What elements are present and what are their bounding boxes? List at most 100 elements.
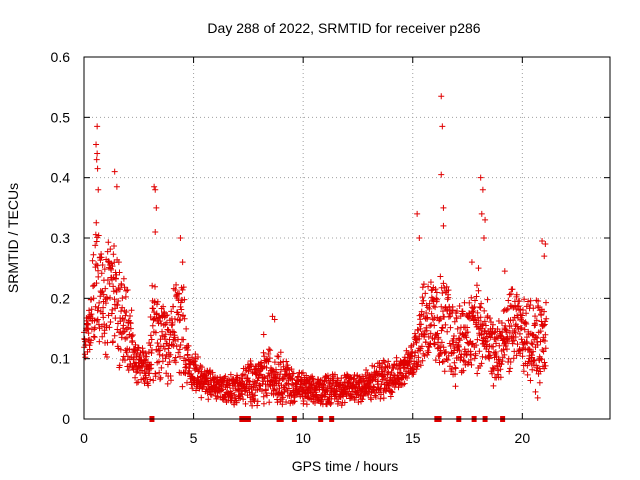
- data-point: [371, 363, 378, 370]
- data-point: [444, 357, 451, 364]
- data-point: [239, 391, 246, 398]
- data-point: [145, 349, 152, 356]
- data-point: [473, 342, 480, 349]
- data-point: [439, 290, 446, 297]
- data-point: [404, 375, 411, 382]
- data-point: [164, 326, 171, 333]
- data-point: [408, 350, 415, 357]
- data-point: [85, 321, 92, 328]
- data-point: [503, 346, 510, 353]
- data-point: [504, 305, 511, 312]
- data-point: [290, 370, 297, 377]
- data-point: [105, 239, 112, 246]
- y-tick-label: 0.5: [51, 109, 71, 125]
- data-point: [115, 298, 122, 305]
- data-point: [91, 324, 98, 331]
- data-point: [501, 268, 508, 275]
- data-point: [254, 402, 261, 409]
- data-point: [267, 347, 274, 354]
- data-point: [95, 232, 102, 239]
- data-point: [507, 358, 514, 365]
- data-point: [440, 280, 447, 287]
- data-point: [161, 346, 168, 353]
- data-point: [189, 385, 196, 392]
- data-point: [184, 347, 191, 354]
- data-point: [85, 330, 92, 337]
- data-point: [107, 319, 114, 326]
- data-point: [451, 359, 458, 366]
- data-point: [277, 349, 284, 356]
- data-point: [529, 366, 536, 373]
- data-point: [128, 333, 135, 340]
- data-point: [418, 343, 425, 350]
- data-point: [239, 378, 246, 385]
- data-point: [536, 365, 543, 372]
- data-point: [118, 282, 125, 289]
- data-point: [541, 337, 548, 344]
- data-point: [285, 385, 292, 392]
- data-point: [541, 308, 548, 315]
- data-point: [176, 353, 183, 360]
- data-point: [419, 300, 426, 307]
- data-point: [104, 339, 111, 346]
- data-point: [490, 343, 497, 350]
- data-point: [100, 291, 107, 298]
- data-point: [409, 348, 416, 355]
- data-point: [363, 367, 370, 374]
- data-point: [302, 381, 309, 388]
- data-point: [426, 344, 433, 351]
- data-point: [521, 296, 528, 303]
- data-point: [478, 360, 485, 367]
- data-point: [538, 356, 545, 363]
- data-point: [482, 322, 489, 329]
- data-point: [114, 302, 121, 309]
- data-point: [447, 313, 454, 320]
- data-point: [186, 365, 193, 372]
- data-point: [542, 318, 549, 325]
- data-point: [471, 355, 478, 362]
- data-point: [490, 366, 497, 373]
- data-point: [486, 315, 493, 322]
- data-point: [495, 318, 502, 325]
- data-point: [127, 320, 134, 327]
- data-point: [530, 305, 537, 312]
- data-point: [92, 231, 99, 238]
- data-point: [250, 396, 257, 403]
- data-point: [121, 316, 128, 323]
- data-point: [276, 377, 283, 384]
- data-point: [468, 259, 475, 266]
- data-point: [464, 329, 471, 336]
- y-tick-label: 0: [62, 411, 70, 427]
- data-point: [506, 329, 513, 336]
- data-point: [162, 312, 169, 319]
- data-point: [127, 325, 134, 332]
- data-point: [433, 289, 440, 296]
- data-point: [529, 341, 536, 348]
- data-point: [106, 280, 113, 287]
- data-point: [511, 337, 518, 344]
- data-point: [443, 283, 450, 290]
- data-point: [172, 286, 179, 293]
- data-point: [475, 287, 482, 294]
- data-point: [260, 400, 267, 407]
- data-point: [171, 332, 178, 339]
- data-point: [152, 283, 159, 290]
- data-point: [497, 374, 504, 381]
- data-point: [543, 315, 550, 322]
- data-point: [481, 318, 488, 325]
- data-point: [265, 346, 272, 353]
- data-point: [464, 324, 471, 331]
- data-point: [474, 314, 481, 321]
- data-point: [506, 368, 513, 375]
- data-point: [375, 378, 382, 385]
- data-point: [377, 395, 384, 402]
- data-point: [516, 298, 523, 305]
- data-point: [123, 287, 130, 294]
- data-point: [271, 359, 278, 366]
- data-point: [111, 332, 118, 339]
- data-point: [107, 246, 114, 253]
- data-point: [234, 374, 241, 381]
- data-point: [477, 304, 484, 311]
- data-point: [115, 259, 122, 266]
